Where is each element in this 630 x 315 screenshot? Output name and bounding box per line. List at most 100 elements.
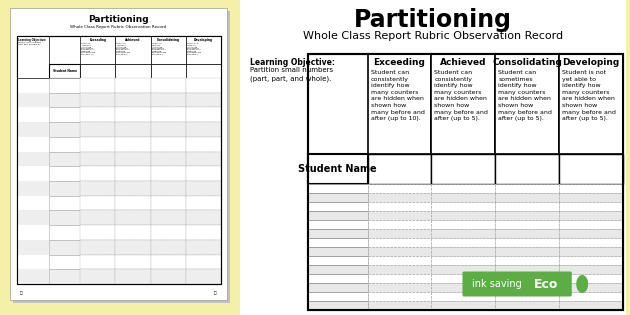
Bar [308,238,367,247]
Bar [81,166,115,181]
Bar [49,269,81,284]
Bar [81,225,115,240]
Bar [49,122,81,137]
Bar [49,225,81,240]
Bar [186,152,220,166]
Bar [495,202,559,211]
Text: Whole Class Report Rubric Observation Record: Whole Class Report Rubric Observation Re… [70,25,166,29]
Bar [495,265,559,274]
Bar [495,301,559,310]
Text: Developing: Developing [193,38,212,42]
Bar [17,210,49,225]
Bar [367,154,432,184]
Bar [49,210,81,225]
Bar [559,54,623,154]
Text: Exceeding: Exceeding [374,58,425,67]
Bar [115,93,151,107]
Bar [559,283,623,292]
Bar [495,54,559,154]
Bar [115,255,151,269]
Text: 🐙: 🐙 [20,291,23,295]
Bar [151,78,186,93]
Text: Student can
consistently
identify how
many counters
are hidden when
shown how
ma: Student can consistently identify how ma… [435,70,488,121]
Bar [17,36,220,284]
FancyBboxPatch shape [462,272,572,296]
Bar [432,193,495,202]
Text: Whole Class Report Rubric Observation Record: Whole Class Report Rubric Observation Re… [303,31,563,41]
Bar [559,292,623,301]
Bar [186,240,220,255]
Bar [81,269,115,284]
Bar [115,210,151,225]
Bar [17,255,49,269]
Bar [432,292,495,301]
Bar [308,211,367,220]
Bar [308,202,367,211]
Text: Student Name: Student Name [299,164,377,174]
Bar [559,301,623,310]
Bar [115,137,151,152]
Bar [432,211,495,220]
Bar [186,107,220,122]
Bar [17,36,49,78]
Bar [559,265,623,274]
Bar [559,202,623,211]
Bar [151,122,186,137]
Bar [49,78,81,93]
Bar [495,247,559,256]
Bar [17,225,49,240]
Bar [186,36,220,64]
Bar [17,137,49,152]
Bar [115,240,151,255]
Bar [49,166,81,181]
Bar [186,210,220,225]
Bar [367,274,432,283]
Bar [186,269,220,284]
Bar [186,196,220,210]
Bar [186,181,220,196]
Bar [49,93,81,107]
Text: Student is not
yet able to
identify how
many counters
are hidden when
shown how
: Student is not yet able to identify how … [562,70,616,121]
Bar [151,181,186,196]
Bar [81,64,115,78]
Bar [495,193,559,202]
Bar [432,238,495,247]
Bar [367,301,432,310]
Bar [367,184,432,193]
Bar [49,137,81,152]
Bar [432,154,495,184]
Bar [186,225,220,240]
Bar [17,122,49,137]
Bar [186,64,220,78]
Bar [495,256,559,265]
Bar [17,107,49,122]
Bar [151,166,186,181]
Text: Achieved: Achieved [125,38,140,42]
Text: Partition small numbers
(part, part, and whole).: Partition small numbers (part, part, and… [250,67,333,82]
Text: Exceeding: Exceeding [89,38,106,42]
Text: Eco: Eco [534,278,558,290]
Text: Consolidating: Consolidating [156,38,180,42]
Bar [186,93,220,107]
Bar [308,220,367,229]
Bar [151,240,186,255]
Bar [495,211,559,220]
Bar [151,225,186,240]
Bar [559,274,623,283]
Bar [49,255,81,269]
Bar [559,247,623,256]
Text: Student can
sometimes
identify how
many counters
are hidden when
shown how
many : Student can sometimes identify how many … [151,43,166,55]
Bar [49,181,81,196]
Bar [367,256,432,265]
Bar [81,107,115,122]
Bar [17,152,49,166]
Bar [432,247,495,256]
Bar [308,154,367,184]
Bar [559,220,623,229]
Bar [151,255,186,269]
Bar [308,265,367,274]
Bar [559,193,623,202]
Bar [151,36,186,64]
Bar [115,166,151,181]
Bar [308,229,367,238]
